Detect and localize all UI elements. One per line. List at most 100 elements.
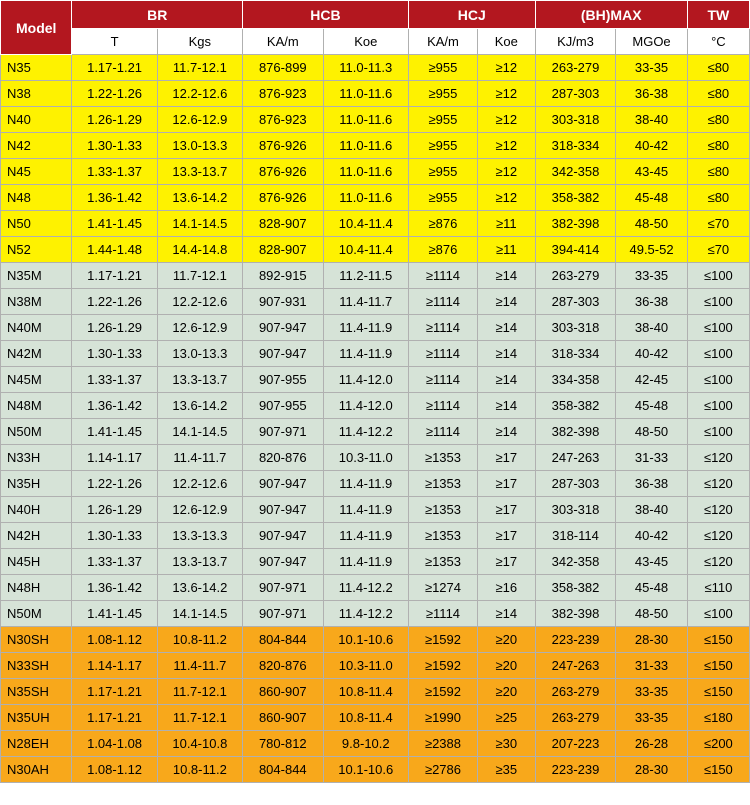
cell-mgoe: 43-45 [616,549,687,575]
cell-model: N40H [1,497,72,523]
cell-kgs: 14.1-14.5 [157,211,242,237]
cell-tw: ≤100 [687,263,749,289]
cell-tw: ≤100 [687,341,749,367]
table-row: N35UH1.17-1.2111.7-12.1860-90710.8-11.4≥… [1,705,750,731]
cell-koe: 11.4-11.9 [323,549,408,575]
cell-tw: ≤70 [687,237,749,263]
unit-kgs: Kgs [157,29,242,55]
cell-kam2: ≥1114 [408,393,477,419]
cell-kj: 318-334 [535,341,616,367]
cell-koe2: ≥20 [478,679,536,705]
cell-kj: 247-263 [535,445,616,471]
cell-koe2: ≥17 [478,471,536,497]
cell-koe: 9.8-10.2 [323,731,408,757]
cell-kam: 907-947 [242,523,323,549]
cell-t: 1.33-1.37 [72,367,157,393]
cell-koe2: ≥11 [478,237,536,263]
cell-kam: 820-876 [242,653,323,679]
cell-koe2: ≥14 [478,341,536,367]
cell-koe2: ≥14 [478,393,536,419]
cell-model: N50M [1,419,72,445]
cell-t: 1.26-1.29 [72,107,157,133]
table-row: N40H1.26-1.2912.6-12.9907-94711.4-11.9≥1… [1,497,750,523]
cell-t: 1.17-1.21 [72,679,157,705]
table-row: N45M1.33-1.3713.3-13.7907-95511.4-12.0≥1… [1,367,750,393]
cell-t: 1.26-1.29 [72,315,157,341]
cell-kj: 223-239 [535,627,616,653]
cell-kgs: 13.3-13.7 [157,549,242,575]
cell-kj: 287-303 [535,81,616,107]
cell-mgoe: 33-35 [616,55,687,81]
cell-mgoe: 40-42 [616,341,687,367]
cell-mgoe: 33-35 [616,679,687,705]
cell-model: N42H [1,523,72,549]
cell-kgs: 11.7-12.1 [157,263,242,289]
cell-kj: 358-382 [535,393,616,419]
cell-kam2: ≥1114 [408,419,477,445]
cell-t: 1.17-1.21 [72,705,157,731]
cell-t: 1.22-1.26 [72,289,157,315]
unit-t: T [72,29,157,55]
cell-model: N42M [1,341,72,367]
cell-mgoe: 49.5-52 [616,237,687,263]
cell-tw: ≤100 [687,289,749,315]
cell-kam: 876-923 [242,107,323,133]
cell-tw: ≤80 [687,133,749,159]
table-row: N28EH1.04-1.0810.4-10.8780-8129.8-10.2≥2… [1,731,750,757]
cell-kam2: ≥1592 [408,679,477,705]
cell-kam: 907-971 [242,419,323,445]
cell-model: N35M [1,263,72,289]
cell-kam: 828-907 [242,237,323,263]
cell-koe: 10.4-11.4 [323,211,408,237]
cell-mgoe: 31-33 [616,653,687,679]
cell-model: N35UH [1,705,72,731]
cell-model: N33SH [1,653,72,679]
cell-kj: 263-279 [535,679,616,705]
cell-model: N38M [1,289,72,315]
cell-kgs: 10.8-11.2 [157,757,242,783]
cell-model: N40M [1,315,72,341]
cell-tw: ≤120 [687,497,749,523]
cell-kgs: 12.6-12.9 [157,107,242,133]
cell-t: 1.36-1.42 [72,575,157,601]
cell-model: N48H [1,575,72,601]
cell-koe2: ≥14 [478,601,536,627]
cell-tw: ≤200 [687,731,749,757]
cell-koe2: ≥35 [478,757,536,783]
cell-kam: 804-844 [242,627,323,653]
cell-koe2: ≥14 [478,315,536,341]
cell-koe: 11.4-11.9 [323,315,408,341]
cell-t: 1.04-1.08 [72,731,157,757]
cell-koe2: ≥14 [478,419,536,445]
cell-kam: 907-947 [242,315,323,341]
col-model: Model [1,1,72,55]
cell-model: N28EH [1,731,72,757]
cell-kj: 382-398 [535,601,616,627]
cell-koe2: ≥14 [478,367,536,393]
cell-koe2: ≥11 [478,211,536,237]
cell-model: N50 [1,211,72,237]
cell-t: 1.30-1.33 [72,523,157,549]
cell-koe2: ≥20 [478,627,536,653]
cell-tw: ≤120 [687,549,749,575]
cell-kj: 342-358 [535,549,616,575]
cell-kam2: ≥1114 [408,601,477,627]
cell-kam: 828-907 [242,211,323,237]
cell-koe: 11.0-11.6 [323,107,408,133]
cell-kam2: ≥1114 [408,315,477,341]
cell-kgs: 13.0-13.3 [157,341,242,367]
cell-kj: 303-318 [535,497,616,523]
cell-koe: 10.3-11.0 [323,445,408,471]
cell-koe: 10.4-11.4 [323,237,408,263]
header-row-groups: Model BR HCB HCJ (BH)MAX TW [1,1,750,29]
table-row: N381.22-1.2612.2-12.6876-92311.0-11.6≥95… [1,81,750,107]
cell-kj: 334-358 [535,367,616,393]
table-row: N48H1.36-1.4213.6-14.2907-97111.4-12.2≥1… [1,575,750,601]
cell-kam2: ≥955 [408,185,477,211]
cell-kgs: 11.4-11.7 [157,445,242,471]
cell-kam: 907-955 [242,367,323,393]
cell-kam2: ≥1592 [408,653,477,679]
cell-kam2: ≥2786 [408,757,477,783]
cell-model: N50M [1,601,72,627]
cell-kam2: ≥1114 [408,263,477,289]
